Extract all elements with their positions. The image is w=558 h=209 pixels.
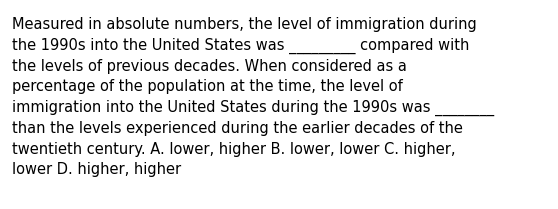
Text: Measured in absolute numbers, the level of immigration during
the 1990s into the: Measured in absolute numbers, the level … — [12, 17, 494, 177]
